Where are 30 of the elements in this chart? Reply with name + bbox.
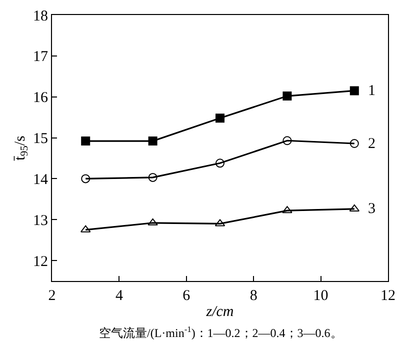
y-tick-label: 17	[33, 49, 48, 66]
x-tick-label: 6	[182, 288, 191, 304]
point	[350, 139, 359, 148]
x-axis-title: z/cm	[205, 304, 234, 320]
point	[350, 86, 359, 96]
text: 空气流量/(L·min$^{-1}$)：1—0.2；2—0.4；3—0.6。	[99, 325, 342, 340]
x-tick-label: 4	[115, 288, 124, 304]
y-tick-label: 12	[33, 254, 48, 270]
x-tick-label: 10	[313, 288, 328, 304]
point	[282, 92, 292, 101]
point	[81, 136, 90, 146]
point	[148, 172, 158, 182]
x-tick-label: 2	[48, 288, 56, 304]
series-label: 1	[368, 83, 376, 99]
y-tick-label: 15	[33, 131, 48, 148]
x-tick-label: 8	[250, 288, 258, 304]
y-tick-label: 18	[33, 8, 48, 24]
y-tick-label: 13	[33, 212, 48, 229]
point	[148, 218, 158, 226]
point	[216, 114, 224, 123]
point	[282, 206, 292, 214]
point	[148, 136, 158, 146]
y-tick-label: 14	[33, 172, 48, 188]
x-tick-label: 12	[380, 288, 396, 304]
y-tick-label: 16	[33, 90, 48, 106]
point	[216, 158, 224, 168]
point	[282, 136, 292, 146]
series-label: 2	[368, 136, 376, 152]
series-label: 3	[368, 201, 376, 217]
point	[81, 174, 90, 184]
